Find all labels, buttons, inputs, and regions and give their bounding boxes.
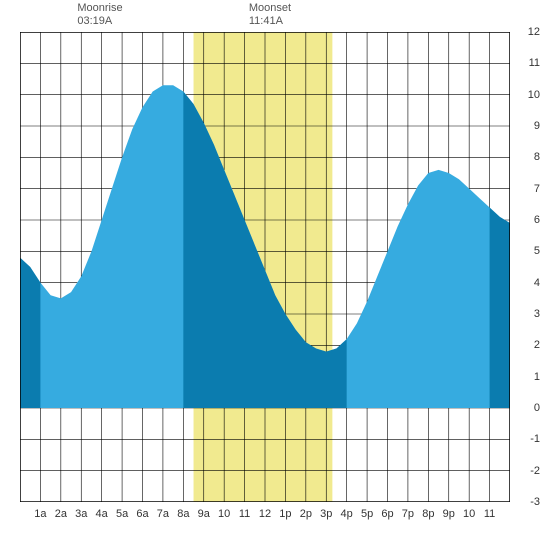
y-tick-label: 8 xyxy=(534,151,540,163)
y-tick-label: 11 xyxy=(529,57,540,69)
y-tick-label: 10 xyxy=(528,89,540,101)
moonset-time: 11:41A xyxy=(249,15,283,27)
x-tick-label: 2a xyxy=(55,508,67,520)
x-tick-label: 4a xyxy=(96,508,108,520)
moonset-label: Moonset 11:41A xyxy=(249,2,291,28)
y-axis: -3-2-10123456789101112 xyxy=(516,32,540,502)
x-tick-label: 6p xyxy=(381,508,393,520)
y-tick-label: -3 xyxy=(530,496,540,508)
x-tick-label: 10 xyxy=(218,508,230,520)
moonrise-label: Moonrise 03:19A xyxy=(77,2,122,28)
x-tick-label: 11 xyxy=(239,508,250,520)
x-tick-label: 1p xyxy=(279,508,291,520)
x-tick-label: 3a xyxy=(75,508,87,520)
x-tick-label: 9a xyxy=(198,508,210,520)
x-tick-label: 11 xyxy=(484,508,495,520)
x-tick-label: 12 xyxy=(259,508,271,520)
y-tick-label: 3 xyxy=(534,308,540,320)
x-tick-label: 7a xyxy=(157,508,169,520)
moonset-title: Moonset xyxy=(249,2,291,14)
x-tick-label: 6a xyxy=(136,508,148,520)
x-tick-label: 8p xyxy=(422,508,434,520)
y-tick-label: 9 xyxy=(534,120,540,132)
y-tick-label: 2 xyxy=(534,339,540,351)
x-tick-label: 10 xyxy=(463,508,475,520)
x-tick-label: 7p xyxy=(402,508,414,520)
x-tick-label: 8a xyxy=(177,508,189,520)
x-tick-label: 9p xyxy=(443,508,455,520)
y-tick-label: 5 xyxy=(534,245,540,257)
x-tick-label: 4p xyxy=(341,508,353,520)
moonrise-title: Moonrise xyxy=(77,2,122,14)
x-axis: 1a 2a 3a 4a 5a 6a 7a 8a 9a 10 11 12 1p 2p 3p 4p 5p 6p 7p 8p… xyxy=(20,508,510,524)
x-tick-label: 2p xyxy=(300,508,312,520)
x-tick-label: 3p xyxy=(320,508,332,520)
moonrise-time: 03:19A xyxy=(77,15,112,27)
y-tick-label: 6 xyxy=(534,214,540,226)
y-tick-label: 0 xyxy=(534,402,540,414)
tide-chart xyxy=(20,32,510,502)
y-tick-label: -2 xyxy=(530,465,540,477)
y-tick-label: 4 xyxy=(534,277,540,289)
x-tick-label: 5a xyxy=(116,508,128,520)
y-tick-label: -1 xyxy=(530,433,540,445)
top-annotations: Moonrise 03:19A Moonset 11:41A xyxy=(0,2,550,32)
x-tick-label: 5p xyxy=(361,508,373,520)
y-tick-label: 1 xyxy=(534,371,540,383)
x-tick-label: 1a xyxy=(34,508,46,520)
y-tick-label: 12 xyxy=(528,26,540,38)
y-tick-label: 7 xyxy=(534,183,540,195)
tide-chart-container: Moonrise 03:19A Moonset 11:41A -3-2-1012… xyxy=(0,0,550,550)
